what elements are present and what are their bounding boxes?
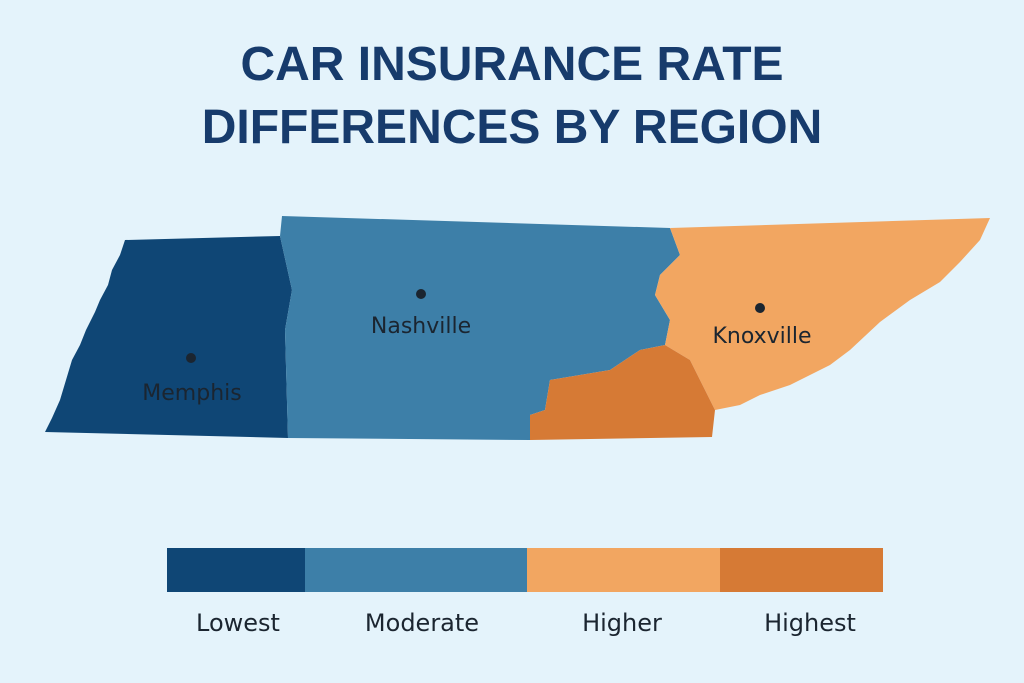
legend-swatch (720, 548, 883, 592)
legend-swatch (305, 548, 527, 592)
city-label: Knoxville (712, 324, 811, 349)
region (45, 236, 292, 438)
city-dot (416, 289, 426, 299)
title-line: DIFFERENCES BY REGION (202, 101, 823, 154)
legend-label: Moderate (365, 609, 479, 637)
city-dot (186, 353, 196, 363)
legend: Lowest Moderate Higher Highest (167, 548, 883, 637)
legend-label: Highest (764, 609, 856, 637)
region (655, 218, 990, 410)
city-label: Nashville (371, 314, 471, 339)
city-dot (755, 303, 765, 313)
legend-swatch (167, 548, 305, 592)
legend-swatch (527, 548, 720, 592)
legend-label: Lowest (196, 609, 280, 637)
title-line: CAR INSURANCE RATE (240, 38, 783, 91)
map (45, 216, 990, 440)
legend-label: Higher (582, 609, 662, 637)
city-label: Memphis (142, 381, 241, 406)
region (280, 216, 680, 440)
region (530, 345, 715, 440)
